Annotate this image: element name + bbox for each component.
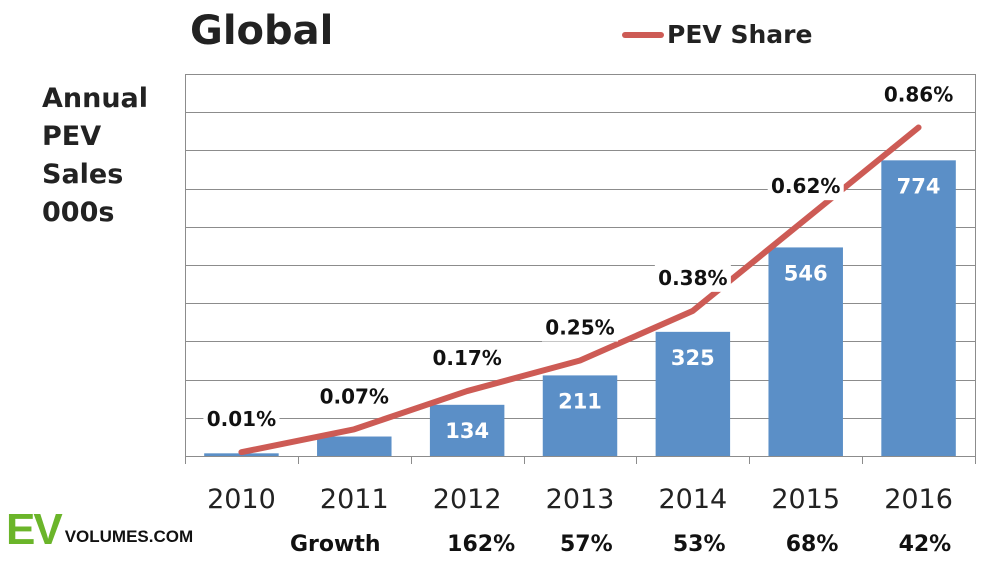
y-axis-label-line: Sales xyxy=(42,159,124,190)
line-value-label: 0.01% xyxy=(207,407,276,431)
line-value-label: 0.25% xyxy=(545,316,614,340)
bar xyxy=(429,404,505,456)
y-axis-label-line: 000s xyxy=(42,197,115,228)
legend-line-swatch xyxy=(622,31,664,38)
line-value-label: 0.17% xyxy=(432,346,501,370)
x-tick-label: 2016 xyxy=(884,484,953,515)
growth-value: 68% xyxy=(785,532,839,557)
line-label-background xyxy=(542,314,618,342)
line-label-background xyxy=(316,383,393,411)
y-axis-label-line: Annual xyxy=(42,83,149,114)
line-value-label: 0.38% xyxy=(658,266,727,290)
line-value-label: 0.07% xyxy=(320,384,389,408)
x-tick-label: 2014 xyxy=(658,484,727,515)
bar-value-label: 546 xyxy=(784,261,828,285)
line-label-background xyxy=(654,264,731,292)
pev-share-line xyxy=(238,124,922,456)
growth-value: 42% xyxy=(898,532,952,557)
chart-title: Global xyxy=(190,8,334,54)
growth-value: 57% xyxy=(560,532,613,557)
line-label-background xyxy=(880,81,957,109)
line-value-label: 0.86% xyxy=(884,82,953,106)
bar xyxy=(317,436,392,456)
line-label-background xyxy=(767,173,844,201)
growth-label: Growth xyxy=(290,532,381,557)
x-tick-label: 2013 xyxy=(546,484,615,515)
bar xyxy=(542,375,618,456)
bar xyxy=(655,331,731,456)
growth-value: 53% xyxy=(672,532,726,557)
x-tick-label: 2011 xyxy=(320,484,389,515)
bar-value-label: 774 xyxy=(897,174,941,198)
y-axis-label: Annual PEV Sales 000s xyxy=(42,80,148,232)
logo-ev: EV xyxy=(6,505,63,554)
line-value-label: 0.62% xyxy=(771,174,840,198)
legend-label: PEV Share xyxy=(667,20,813,49)
evvolumes-logo: EV VOLUMES.COM xyxy=(6,505,194,554)
bar-value-label: 325 xyxy=(671,346,715,370)
bar-value-label: 211 xyxy=(558,389,602,413)
line-label-background xyxy=(429,345,506,373)
bar-value-label: 134 xyxy=(445,419,489,443)
logo-volumes: VOLUMES.COM xyxy=(64,527,194,546)
bar xyxy=(881,160,956,456)
legend: PEV Share xyxy=(622,20,812,49)
x-tick-label: 2012 xyxy=(433,484,502,515)
growth-value: 162% xyxy=(447,532,516,557)
x-tick-label: 2010 xyxy=(207,484,276,515)
line-label-background xyxy=(203,406,280,434)
y-axis-label-line: PEV xyxy=(42,121,102,152)
bar xyxy=(768,247,843,456)
x-tick-label: 2015 xyxy=(771,484,840,515)
